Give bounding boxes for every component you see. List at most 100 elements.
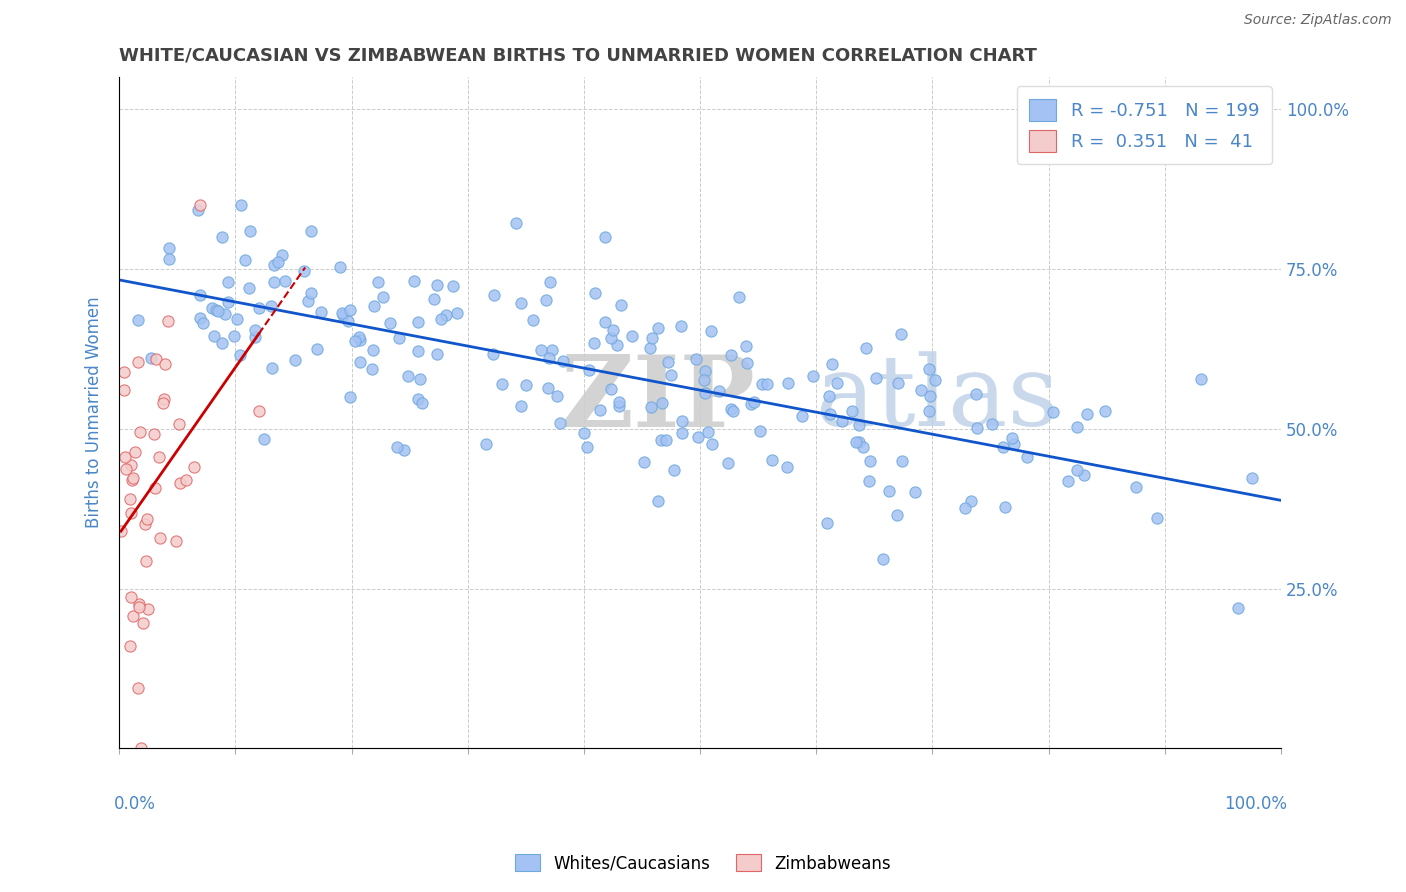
Point <box>446 305 468 319</box>
Point <box>865 371 887 385</box>
Point <box>238 281 260 295</box>
Point <box>671 319 693 334</box>
Point <box>534 293 557 307</box>
Point <box>693 386 716 401</box>
Point <box>135 554 157 568</box>
Point <box>647 493 669 508</box>
Point <box>243 323 266 337</box>
Point <box>695 364 717 378</box>
Point <box>751 377 773 392</box>
Point <box>283 352 305 367</box>
Point <box>169 417 191 431</box>
Point <box>697 425 720 440</box>
Point <box>790 409 813 423</box>
Point <box>166 534 188 549</box>
Point <box>735 356 758 370</box>
Point <box>761 452 783 467</box>
Point <box>700 324 723 338</box>
Point <box>657 355 679 369</box>
Point <box>136 602 159 616</box>
Point <box>482 288 505 302</box>
Point <box>411 396 433 410</box>
Point <box>482 347 505 361</box>
Point <box>339 390 361 404</box>
Point <box>775 460 797 475</box>
Point <box>143 481 166 495</box>
Point <box>120 506 142 520</box>
Point <box>1240 471 1263 485</box>
Point <box>188 198 211 212</box>
Point <box>848 418 870 433</box>
Point <box>385 441 408 455</box>
Point <box>633 455 655 469</box>
Point <box>1073 467 1095 482</box>
Point <box>607 394 630 409</box>
Point <box>700 437 723 451</box>
Legend: Whites/Caucasians, Zimbabweans: Whites/Caucasians, Zimbabweans <box>509 847 897 880</box>
Point <box>965 386 987 401</box>
Point <box>541 343 564 357</box>
Point <box>578 363 600 377</box>
Point <box>620 329 643 343</box>
Point <box>651 395 673 409</box>
Point <box>201 301 224 315</box>
Point <box>124 444 146 458</box>
Point <box>720 402 742 417</box>
Point <box>190 310 212 325</box>
Point <box>120 591 142 605</box>
Point <box>728 290 751 304</box>
Point <box>229 348 252 362</box>
Point <box>202 329 225 343</box>
Point <box>263 276 285 290</box>
Point <box>211 336 233 351</box>
Point <box>441 279 464 293</box>
Text: ZIP: ZIP <box>561 351 755 448</box>
Point <box>141 351 163 366</box>
Point <box>114 450 136 464</box>
Point <box>260 299 283 313</box>
Point <box>1002 437 1025 451</box>
Point <box>671 414 693 428</box>
Point <box>740 397 762 411</box>
Point <box>222 328 245 343</box>
Point <box>329 260 352 275</box>
Point <box>960 494 983 508</box>
Point <box>685 351 707 366</box>
Point <box>654 433 676 447</box>
Point <box>149 531 172 545</box>
Point <box>607 399 630 413</box>
Point <box>664 463 686 477</box>
Point <box>131 615 153 630</box>
Point <box>583 285 606 300</box>
Point <box>339 302 361 317</box>
Point <box>1076 407 1098 421</box>
Point <box>904 484 927 499</box>
Point <box>638 341 661 355</box>
Point <box>110 524 132 538</box>
Point <box>589 403 612 417</box>
Point <box>599 330 621 344</box>
Point <box>188 288 211 302</box>
Point <box>121 471 143 485</box>
Point <box>239 224 262 238</box>
Point <box>247 301 270 316</box>
Point <box>235 253 257 268</box>
Point <box>825 376 848 390</box>
Point <box>349 333 371 347</box>
Point <box>183 459 205 474</box>
Point <box>214 307 236 321</box>
Point <box>924 373 946 387</box>
Point <box>336 314 359 328</box>
Point <box>112 383 135 397</box>
Point <box>548 416 571 430</box>
Point <box>430 312 453 326</box>
Point <box>299 224 322 238</box>
Point <box>821 357 844 371</box>
Point <box>918 362 941 376</box>
Point <box>153 392 176 407</box>
Point <box>574 426 596 441</box>
Point <box>187 202 209 217</box>
Point <box>112 365 135 379</box>
Point <box>505 216 527 230</box>
Point <box>157 241 180 255</box>
